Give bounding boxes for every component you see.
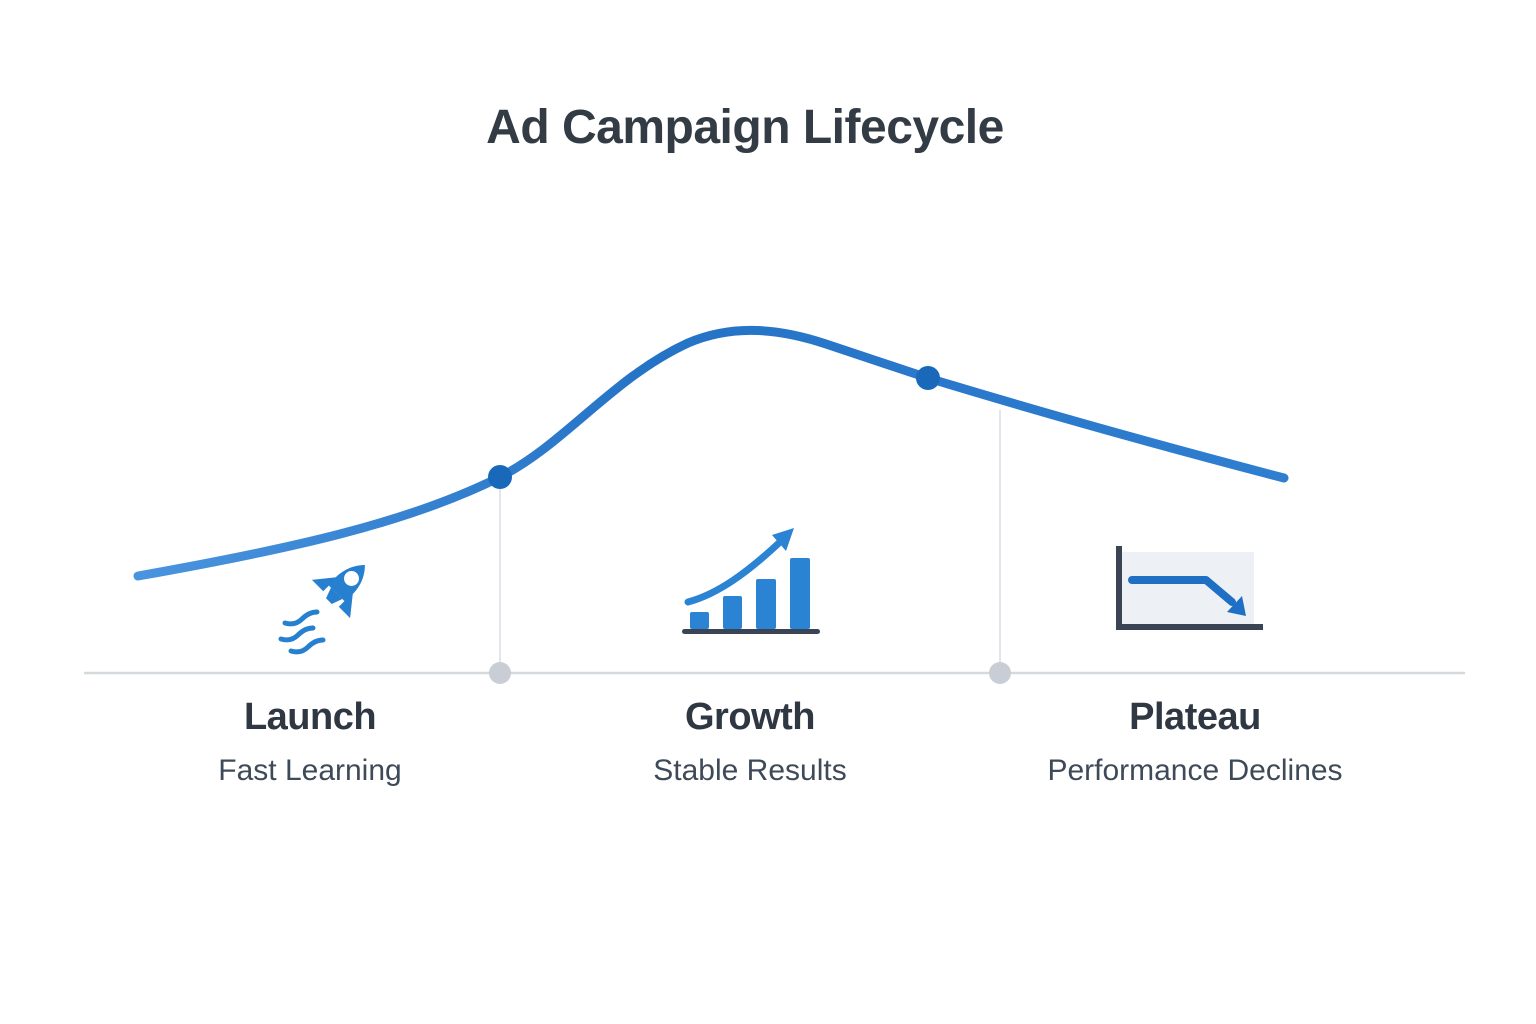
curve-marker-growth-plateau — [916, 366, 940, 390]
rocket-fin-left — [311, 577, 338, 592]
phase-label-plateau: Plateau Performance Declines — [1020, 696, 1370, 788]
decline-line — [1128, 576, 1236, 606]
decline-arrow-head — [1227, 596, 1246, 616]
rocket-icon — [278, 565, 365, 655]
rocket-nozzle — [326, 587, 343, 604]
rocket-exhaust-lines — [278, 609, 326, 655]
timeline-node-launch-growth — [489, 662, 511, 684]
growth-chart-baseline — [682, 629, 820, 634]
infographic-title: Ad Campaign Lifecycle — [486, 101, 1004, 154]
rocket-window — [344, 570, 360, 586]
curve-marker-launch-growth — [488, 465, 512, 489]
phase-description-launch: Fast Learning — [218, 754, 402, 787]
rocket-body-group — [311, 565, 365, 619]
phase-description-growth: Stable Results — [653, 754, 847, 787]
declining-line-chart-icon — [1116, 546, 1263, 630]
phase-name-launch: Launch — [243, 696, 377, 738]
phase-description-plateau: Performance Declines — [1047, 754, 1343, 787]
phase-name-growth: Growth — [685, 696, 815, 738]
timeline-node-growth-plateau — [989, 662, 1011, 684]
rocket-fin-right — [338, 592, 353, 619]
phase-label-launch: Launch Fast Learning — [135, 696, 485, 788]
phase-name-plateau: Plateau — [1129, 696, 1261, 738]
growth-arrow-head — [772, 528, 794, 551]
growth-bars — [690, 558, 810, 629]
phase-label-growth: Growth Stable Results — [575, 696, 925, 788]
growth-arrow-curve — [684, 538, 784, 606]
rising-bar-chart-icon — [682, 528, 820, 634]
performance-curve — [133, 325, 1289, 581]
